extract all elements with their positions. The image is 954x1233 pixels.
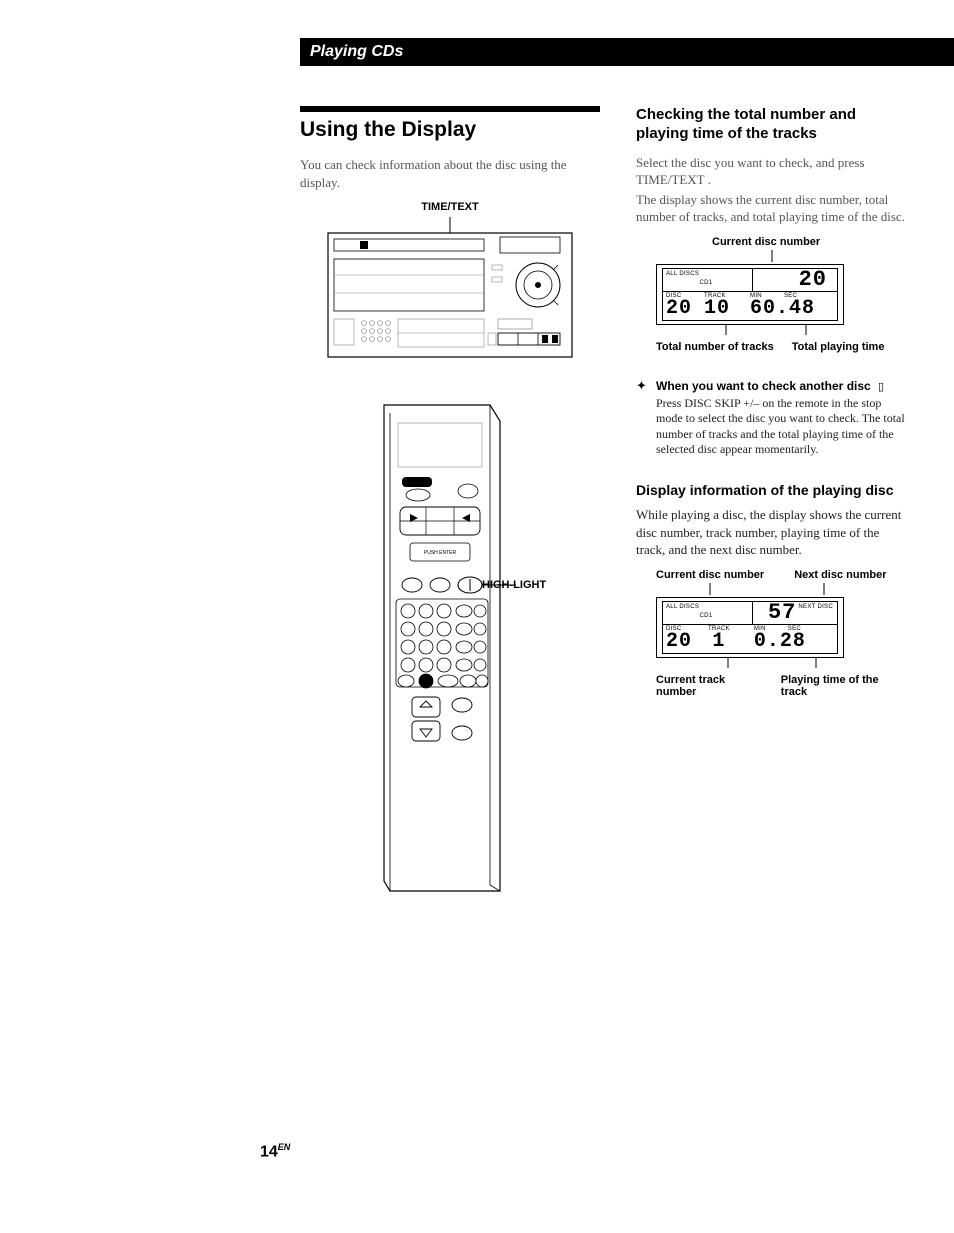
lcd1-bl-right: Total playing time bbox=[792, 341, 885, 353]
heading-total: Checking the total number and playing ti… bbox=[636, 106, 906, 144]
lcd1-box: ALL DISCS CD1 20 DISC 20 bbox=[656, 264, 844, 325]
para-playing: While playing a disc, the display shows … bbox=[636, 506, 906, 559]
page-number-value: 14 bbox=[260, 1143, 278, 1160]
page-number-suffix: EN bbox=[278, 1142, 291, 1152]
lcd2-pointer bbox=[656, 583, 886, 597]
lcd2-cd1: CD1 bbox=[666, 613, 746, 619]
lcd2-box: ALL DISCS CD1 57 NEXT DISC DIS bbox=[656, 597, 844, 658]
heading-playing: Display information of the playing disc bbox=[636, 482, 906, 498]
lcd2-track: 1 bbox=[708, 632, 730, 652]
left-column: Using the Display You can check informat… bbox=[300, 106, 600, 903]
lcd1-top-label: Current disc number bbox=[712, 236, 884, 248]
lcd1-pointer-bottom bbox=[656, 325, 856, 337]
page: Playing CDs Using the Display You can ch… bbox=[0, 0, 954, 1233]
right-column: Checking the total number and playing ti… bbox=[636, 106, 914, 903]
highlight-label: HIGH-LIGHT bbox=[482, 579, 546, 591]
timetext-label: TIME/TEXT bbox=[300, 201, 600, 213]
remote-illustration: PUSH ENTER bbox=[340, 393, 560, 903]
lcd1-cd1: CD1 bbox=[666, 280, 746, 286]
page-number: 14EN bbox=[260, 1142, 290, 1161]
lcd2-bl-right: Playing time of the track bbox=[781, 674, 906, 698]
header-bar: Playing CDs bbox=[300, 38, 954, 66]
remote-icon: ▯ bbox=[878, 381, 884, 393]
lcd2-bottom-labels: Current track number Playing time of the… bbox=[656, 674, 906, 698]
lcd1-time: 60.48 bbox=[750, 299, 815, 319]
lcd2-time: 0.28 bbox=[754, 632, 806, 652]
lcd1-pointer bbox=[656, 250, 856, 264]
tip-text: Press DISC SKIP +/– on the remote in the… bbox=[656, 396, 906, 458]
cd-player-illustration bbox=[320, 215, 580, 365]
lcd1-bottom-labels: Total number of tracks Total playing tim… bbox=[656, 341, 884, 353]
section-title: Using the Display bbox=[300, 118, 600, 142]
lcd2-disc: 20 bbox=[666, 632, 692, 652]
tip-title: When you want to check another disc bbox=[656, 379, 871, 393]
lcd-figure-2: Current disc number Next disc number ALL… bbox=[656, 569, 906, 698]
lcd2-bl-left: Current track number bbox=[656, 674, 767, 698]
cd-player-figure: TIME/TEXT bbox=[300, 201, 600, 365]
lcd2-tr: Next disc number bbox=[794, 569, 886, 581]
para-total-2: The display shows the current disc numbe… bbox=[636, 191, 906, 226]
para-total-1: Select the disc you want to check, and p… bbox=[636, 154, 906, 189]
lcd1-bl-left: Total number of tracks bbox=[656, 341, 774, 353]
lcd2-pointer-bottom bbox=[656, 658, 886, 670]
tip-icon: ✦ bbox=[636, 378, 650, 458]
lcd2-tl: Current disc number bbox=[656, 569, 764, 581]
chapter-title: Playing CDs bbox=[300, 38, 417, 66]
lcd2-next: NEXT DISC bbox=[798, 604, 833, 610]
intro-text: You can check information about the disc… bbox=[300, 156, 600, 191]
lcd1-disc: 20 bbox=[666, 299, 692, 319]
lcd-figure-1: Current disc number ALL DISCS CD1 bbox=[656, 236, 906, 354]
lcd1-track: 10 bbox=[704, 299, 730, 319]
section-rule bbox=[300, 106, 600, 112]
tip-box: ✦ When you want to check another disc ▯ … bbox=[636, 378, 906, 458]
lcd1-bigdisc: 20 bbox=[799, 267, 827, 292]
lcd2-alldiscs: ALL DISCS bbox=[666, 604, 746, 610]
content-columns: Using the Display You can check informat… bbox=[300, 106, 914, 903]
lcd2-bigdisc: 57 bbox=[768, 602, 796, 624]
svg-text:PUSH ENTER: PUSH ENTER bbox=[424, 550, 457, 556]
remote-figure: PUSH ENTER bbox=[300, 393, 600, 903]
lcd1-alldiscs: ALL DISCS bbox=[666, 271, 746, 277]
